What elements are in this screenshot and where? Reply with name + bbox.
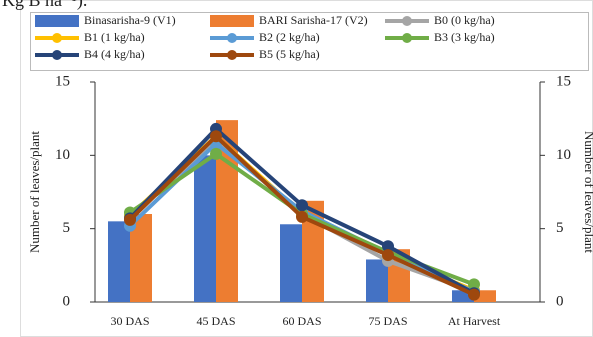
bar: [366, 259, 388, 302]
x-tick-label: 60 DAS: [282, 314, 321, 328]
point: [124, 213, 136, 226]
legend-label: B1 (1 kg/ha): [84, 30, 145, 44]
y-tick-label: 5: [63, 220, 71, 236]
y2-tick-label: 15: [556, 73, 571, 89]
legend-label: B0 (0 kg/ha): [434, 13, 495, 27]
bar: [130, 214, 152, 302]
point: [382, 249, 394, 262]
y2-tick-label: 0: [556, 293, 564, 309]
x-tick-label: At Harvest: [448, 314, 501, 328]
point: [468, 288, 480, 301]
legend-box: [30, 12, 589, 71]
x-tick-label: 75 DAS: [368, 314, 407, 328]
bar: [452, 290, 474, 302]
point: [296, 199, 308, 212]
legend-swatch: [52, 33, 62, 43]
y2-tick-label: 5: [556, 220, 564, 236]
y-tick-label: 15: [55, 73, 70, 89]
legend-label: B4 (4 kg/ha): [84, 47, 145, 61]
legend-swatch: [227, 50, 237, 60]
y-tick-label: 0: [63, 293, 71, 309]
legend-swatch: [227, 33, 237, 43]
legend-label: Binasarisha-9 (V1): [84, 13, 176, 27]
legend-swatch: [210, 15, 254, 27]
bar: [474, 290, 496, 302]
point: [210, 147, 222, 160]
caption-fragment: Kg B ha⁻¹).: [2, 0, 87, 11]
legend-label: B3 (3 kg/ha): [434, 30, 495, 44]
point: [296, 210, 308, 223]
legend-swatch: [35, 15, 79, 27]
legend-label: BARI Sarisha-17 (V2): [259, 13, 368, 27]
y2-tick-label: 10: [556, 147, 571, 163]
legend-label: B2 (2 kg/ha): [259, 30, 320, 44]
bar: [280, 224, 302, 302]
bar: [194, 155, 216, 302]
y-tick-label: 10: [55, 147, 70, 163]
point: [210, 130, 222, 143]
legend-swatch: [52, 50, 62, 60]
point: [382, 240, 394, 253]
legend-swatch: [402, 16, 412, 26]
x-tick-label: 30 DAS: [110, 314, 149, 328]
legend-label: B5 (5 kg/ha): [259, 47, 320, 61]
y-axis-label: Number of leaves/plant: [27, 131, 42, 253]
point: [468, 278, 480, 291]
legend-swatch: [402, 33, 412, 43]
y2-axis-label: Number of leaves/plant: [582, 131, 593, 253]
x-tick-label: 45 DAS: [196, 314, 235, 328]
bar: [108, 221, 130, 302]
